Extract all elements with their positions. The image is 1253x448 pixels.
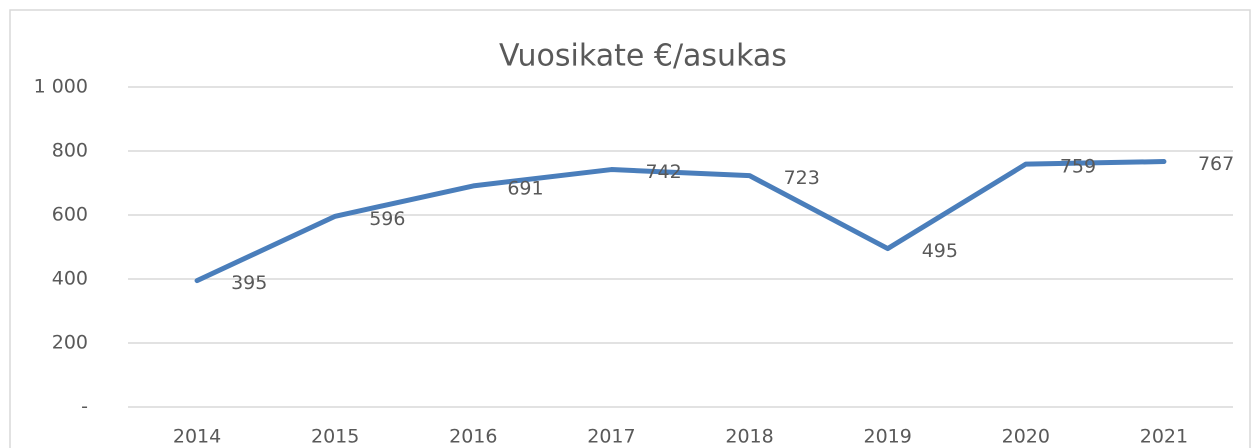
y-tick-label: 800 (52, 140, 88, 162)
data-label: 596 (369, 208, 405, 230)
line (194, 159, 1167, 284)
y-tick-label: 400 (52, 268, 88, 290)
x-tick-label: 2019 (864, 426, 912, 448)
x-tick-label: 2018 (725, 426, 773, 448)
data-label: 723 (784, 167, 820, 189)
x-tick-label: 2014 (173, 426, 221, 448)
y-tick-label: - (81, 396, 88, 418)
y-tick-label: 600 (52, 204, 88, 226)
x-tick-label: 2020 (1002, 426, 1050, 448)
data-label: 767 (1198, 153, 1234, 175)
y-tick-label: 200 (52, 332, 88, 354)
data-label: 495 (922, 240, 958, 262)
x-tick-label: 2016 (449, 426, 497, 448)
chart-border (9, 9, 1251, 448)
x-tick-label: 2017 (587, 426, 635, 448)
chart-title: Vuosikate €/asukas (499, 39, 787, 74)
x-tick-label: 2021 (1140, 426, 1188, 448)
data-label: 759 (1060, 156, 1096, 178)
data-label: 395 (231, 272, 267, 294)
x-tick-label: 2015 (311, 426, 359, 448)
data-label: 691 (507, 177, 543, 199)
data-label: 742 (645, 161, 681, 183)
y-tick-label: 1 000 (34, 76, 88, 98)
